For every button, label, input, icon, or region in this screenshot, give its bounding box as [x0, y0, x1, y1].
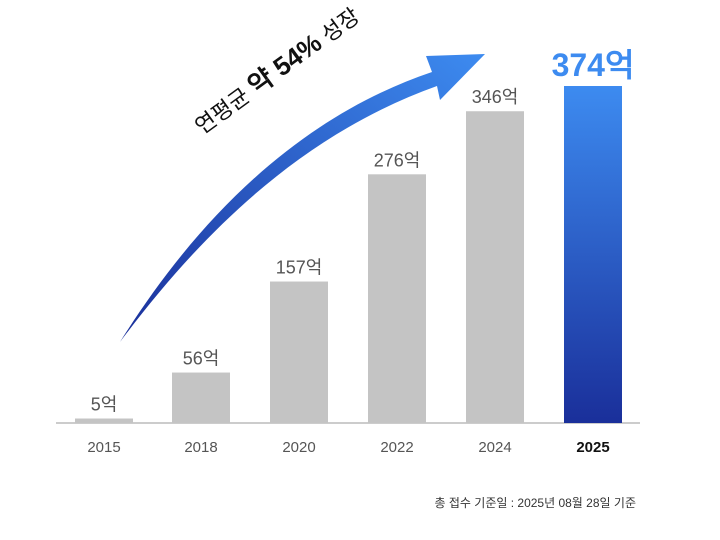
bar-2018 — [172, 372, 230, 423]
bar-2022 — [368, 174, 426, 423]
growth-arrow — [120, 54, 485, 342]
x-tick-2024: 2024 — [478, 439, 511, 456]
x-tick-2022: 2022 — [380, 439, 413, 456]
x-tick-2025: 2025 — [576, 439, 609, 456]
bar-2025 — [564, 86, 622, 423]
x-tick-2018: 2018 — [184, 439, 217, 456]
bar-2024 — [466, 111, 524, 423]
data-label-2015: 5억 — [91, 394, 118, 414]
bar-2015 — [75, 418, 133, 423]
x-tick-2020: 2020 — [282, 439, 315, 456]
data-label-2024: 346억 — [472, 87, 519, 107]
data-label-2020: 157억 — [276, 258, 323, 278]
footnote: 총 접수 기준일 : 2025년 08월 28일 기준 — [434, 496, 636, 510]
bar-2020 — [270, 281, 328, 423]
data-label-2022: 276억 — [374, 150, 421, 170]
data-label-2018: 56억 — [183, 349, 220, 369]
data-label-2025: 374억 — [552, 47, 635, 83]
x-tick-2015: 2015 — [87, 439, 120, 456]
